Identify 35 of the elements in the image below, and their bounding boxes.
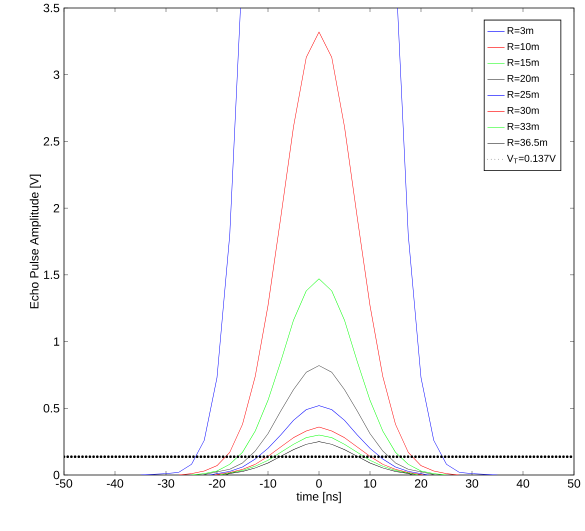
line-series <box>191 278 447 475</box>
x-tick-label: -50 <box>56 479 72 488</box>
y-tick-label: 3 <box>54 70 60 79</box>
line-series <box>219 434 419 475</box>
x-tick-label: 50 <box>568 479 580 488</box>
y-tick-label: 2 <box>54 204 60 212</box>
y-axis-title: Echo Pulse Amplitude [V] <box>30 174 41 308</box>
y-tick-label: 0 <box>54 470 60 480</box>
line-series <box>178 32 460 475</box>
line-series <box>201 365 437 475</box>
y-tick-label: 1.5 <box>44 270 60 280</box>
x-tick-label: 30 <box>466 479 478 488</box>
y-tick-label: 1 <box>54 337 60 346</box>
legend-label: R=20m <box>508 74 539 82</box>
legend-label: V$_{T}$=0.137V <box>506 154 556 164</box>
legend-label: R=3m <box>508 27 534 34</box>
x-tick-label: -20 <box>208 479 226 488</box>
line-series <box>209 405 429 475</box>
x-tick-label: -40 <box>106 479 124 488</box>
x-tick-label: 10 <box>364 479 376 488</box>
legend-label: R=33m <box>508 122 539 130</box>
legend-label: R=30m <box>508 106 539 114</box>
x-tick-label: 20 <box>414 479 428 488</box>
x-tick-label: 40 <box>516 479 530 488</box>
legend-label: R=25m <box>508 90 539 98</box>
y-tick-label: 0.5 <box>44 404 60 413</box>
x-tick-label: -10 <box>260 479 276 488</box>
y-tick-label: 3.5 <box>44 4 60 12</box>
x-axis-title: time [ns] <box>296 492 341 504</box>
legend-label: R=15m <box>508 59 539 66</box>
legend-label: R=36.5m <box>508 138 548 146</box>
x-tick-label: -30 <box>158 479 174 488</box>
legend-label: R=10m <box>508 43 539 50</box>
x-tick-label: 0 <box>316 479 322 488</box>
y-tick-label: 2.5 <box>44 137 60 146</box>
